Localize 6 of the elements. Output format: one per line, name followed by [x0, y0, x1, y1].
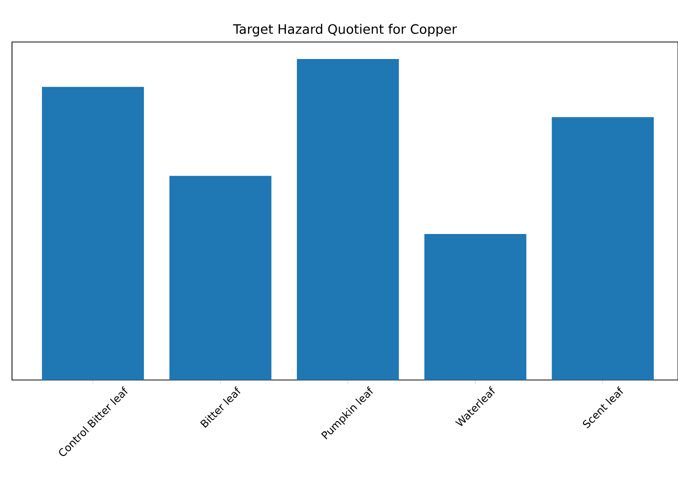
bar	[42, 86, 144, 380]
bar	[552, 117, 654, 380]
bar	[296, 59, 399, 380]
chart-title: Target Hazard Quotient for Copper	[233, 24, 457, 36]
bar	[169, 176, 272, 380]
bar	[424, 234, 526, 380]
